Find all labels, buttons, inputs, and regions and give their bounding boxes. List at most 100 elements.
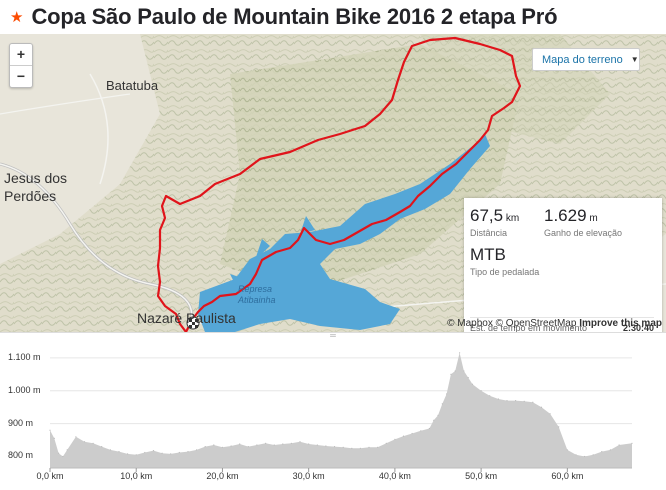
elevation-point [221,446,223,448]
elevation-point [351,447,353,449]
elevation-point [523,400,525,402]
elevation-point [265,442,267,444]
elevation-point [394,438,396,440]
elevation-point [83,441,86,443]
elevation-point [66,449,68,451]
elevation-point [584,455,586,458]
route-map[interactable]: + − Mapa do terreno ▼ Batatuba Jesus dos… [0,34,666,332]
elevation-point [325,445,327,447]
distance-unit: km [505,213,520,224]
elevation-unit: m [589,213,598,224]
reservoir [198,134,490,332]
elevation-point [420,430,422,432]
elevation-point [385,442,387,444]
elevation-point [161,452,163,454]
distance-value: 67,5 [470,206,504,225]
elevation-point [308,443,310,445]
elevation-point [75,436,77,438]
elevation-point [135,454,137,456]
y-tick-label: 900 m [8,417,34,428]
elevation-point [480,390,482,392]
resize-handle[interactable]: ═ [0,332,666,341]
elevation-profile-chart[interactable]: 1.100 m 1.000 m 900 m 800 m 0,0 km 10,0 km 20… [0,340,666,490]
elevation-point [299,441,301,443]
elevation-point [62,455,64,458]
elevation-point [497,398,499,400]
ride-type-label: Tipo de pedalada [470,267,540,277]
elevation-point [467,377,469,379]
place-nazare-paulista: Nazaré Paulista [137,310,236,326]
elevation-point [333,446,336,448]
x-tick-label: 30,0 km [292,471,325,481]
elevation-point [239,443,241,445]
elevation-point [204,446,206,448]
moving-time-row: Est. de tempo em movimento 2:30:40 [470,317,654,332]
y-tick-label: 1.100 m [8,351,41,362]
elevation-point [618,444,620,446]
elevation-point [463,370,465,372]
moving-time-value: 2:30:40 [622,323,654,332]
elevation-point [230,445,232,447]
elevation-value: 1.629 [544,206,587,225]
y-tick-label: 800 m [8,450,34,461]
elevation-stat: 1.629 m Ganho de elevação [544,206,654,238]
elevation-point [290,442,292,444]
title-bar: ★ Copa São Paulo de Mountain Bike 2016 2… [0,0,666,34]
elevation-point [454,370,456,372]
map-attribution: © Mapbox © OpenStreetMap Improve this ma… [447,318,662,329]
improve-map-link[interactable]: Improve this map [579,318,662,329]
x-tick-label: 50,0 km [465,471,498,481]
elevation-area [50,352,632,468]
elevation-point [377,446,379,448]
mapbox-link[interactable]: © Mapbox [447,318,493,329]
ride-type-value: MTB [470,245,506,264]
x-tick-label: 20,0 km [206,471,239,481]
caret-down-icon: ▼ [630,55,639,64]
osm-link[interactable]: © OpenStreetMap [495,318,577,329]
elevation-point [144,451,146,454]
page-title: Copa São Paulo de Mountain Bike 2016 2 e… [31,4,558,29]
elevation-point [92,442,94,444]
elevation-point [437,414,439,416]
elevation-point [256,444,258,446]
y-tick-label: 1.000 m [8,384,41,395]
elevation-point [532,401,534,403]
star-icon[interactable]: ★ [10,9,24,26]
elevation-point [601,451,603,453]
elevation-point [247,446,249,448]
elevation-point [489,395,491,397]
route-stats-panel: 67,5 km Distância 1.629 m Ganho de eleva… [464,198,662,332]
elevation-point [101,446,103,448]
elevation-chart-svg [49,352,633,472]
elevation-point [316,444,318,446]
elevation-point [49,429,51,431]
elevation-point [441,403,443,405]
x-tick-label: 60,0 km [551,471,584,481]
x-tick-label: 10,0 km [120,471,153,481]
zoom-in-button[interactable]: + [10,44,32,66]
place-represa: Represa [238,284,273,294]
elevation-point [459,352,461,354]
elevation-point [402,435,405,437]
distance-label: Distância [470,228,508,238]
elevation-point [58,452,60,454]
x-tick-label: 40,0 km [378,471,411,481]
zoom-out-button[interactable]: − [16,68,26,84]
elevation-point [428,427,430,430]
elevation-point [566,449,568,451]
elevation-point [213,444,215,446]
elevation-point [53,437,55,439]
moving-time-label: Est. de tempo em movimento [470,323,588,332]
elevation-point [446,393,448,395]
elevation-point [178,451,180,454]
place-batatuba: Batatuba [106,78,159,93]
elevation-point [359,447,361,449]
zoom-control: + − [9,43,33,88]
elevation-point [506,400,508,402]
elevation-point [631,442,633,444]
map-type-dropdown[interactable]: Mapa do terreno ▼ [532,48,640,71]
place-jesus-dos: Jesus dos [4,170,68,186]
elevation-point [152,450,155,452]
elevation-point [187,451,189,453]
map-type-label: Mapa do terreno [542,53,623,66]
